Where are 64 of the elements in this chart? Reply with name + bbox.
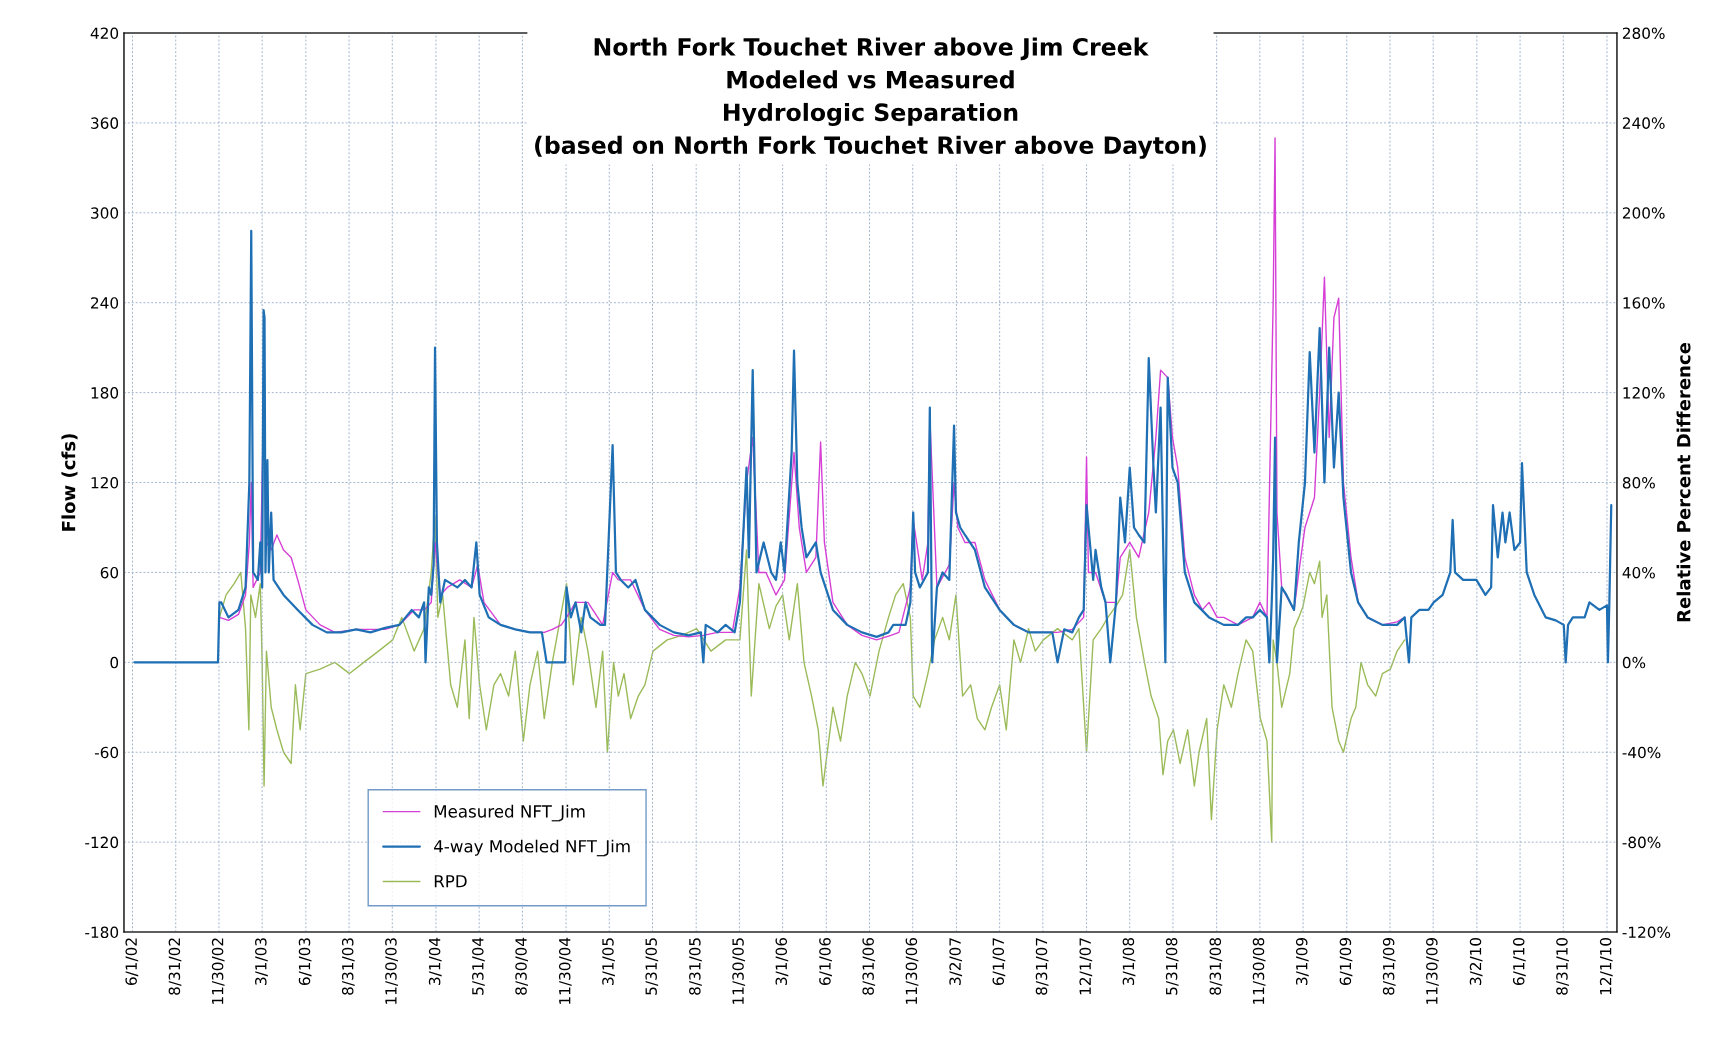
x-tick-label: 5/31/04 bbox=[472, 937, 485, 995]
x-tick-label: 3/2/10 bbox=[1469, 937, 1483, 985]
x-tick-label: 6/1/03 bbox=[298, 938, 312, 986]
x-tick-label: 11/30/09 bbox=[1426, 938, 1439, 1004]
x-tick-label: 3/1/06 bbox=[775, 937, 789, 985]
y2-tick-label: 280% bbox=[1622, 27, 1665, 40]
y2-tick-label: 160% bbox=[1623, 297, 1665, 309]
x-tick-label: 8/31/10 bbox=[1556, 937, 1569, 995]
x-tick-label: 8/31/06 bbox=[862, 937, 876, 995]
x-tick-label: 8/31/03 bbox=[341, 938, 355, 995]
x-tick-label: 6/1/10 bbox=[1512, 937, 1526, 986]
x-tick-label: 8/31/09 bbox=[1382, 938, 1396, 995]
y-tick-label: 180 bbox=[91, 387, 119, 399]
x-tick-label: 5/31/05 bbox=[645, 938, 659, 995]
y-tick-label: -60 bbox=[94, 746, 119, 759]
x-tick-label: 3/1/09 bbox=[1295, 938, 1309, 985]
x-tick-label: 8/30/04 bbox=[515, 937, 529, 995]
y-tick-label: 240 bbox=[91, 297, 119, 309]
y2-tick-label: -80% bbox=[1622, 836, 1661, 849]
line-series bbox=[133, 229, 1613, 664]
x-tick-label: 11/30/08 bbox=[1252, 937, 1266, 1004]
x-tick-label: 11/30/02 bbox=[211, 938, 225, 1004]
x-tick-label: 6/1/09 bbox=[1339, 938, 1353, 986]
y-tick-label: 360 bbox=[91, 117, 119, 129]
x-tick-label: 8/31/08 bbox=[1209, 937, 1223, 995]
x-tick-label: 11/30/03 bbox=[385, 938, 398, 1004]
x-tick-label: 11/30/04 bbox=[558, 937, 572, 1004]
x-tick-label: 3/1/04 bbox=[428, 937, 442, 985]
x-tick-label: 8/31/05 bbox=[689, 938, 702, 995]
x-tick-label: 12/1/10 bbox=[1599, 937, 1613, 995]
y2-tick-label: -120% bbox=[1622, 926, 1671, 939]
x-tick-label: 3/1/05 bbox=[602, 938, 615, 985]
y-tick-label: 0 bbox=[110, 656, 119, 669]
x-tick-label: 8/31/07 bbox=[1035, 938, 1049, 995]
x-tick-label: 12/1/07 bbox=[1079, 938, 1093, 995]
x-tick-label: 3/1/08 bbox=[1122, 937, 1136, 985]
y2-tick-label: 240% bbox=[1622, 117, 1665, 129]
y2-tick-label: 120% bbox=[1623, 387, 1665, 399]
x-tick-label: 3/2/07 bbox=[949, 938, 963, 985]
y2-axis-title: Relative Percent Difference bbox=[1676, 342, 1691, 622]
y2-tick-label: 80% bbox=[1622, 476, 1655, 489]
x-tick-label: 11/30/05 bbox=[732, 938, 746, 1004]
y-tick-label: 300 bbox=[91, 207, 119, 219]
x-tick-label: 3/1/03 bbox=[255, 938, 268, 985]
x-tick-label: 6/1/02 bbox=[125, 938, 139, 986]
y-tick-label: -180 bbox=[85, 926, 119, 939]
y-tick-label: 60 bbox=[100, 566, 119, 579]
x-tick-label: 6/1/06 bbox=[819, 937, 832, 986]
x-tick-label: 8/31/02 bbox=[168, 938, 182, 995]
y-tick-label: 420 bbox=[90, 27, 119, 40]
y-tick-label: -120 bbox=[85, 836, 119, 849]
x-tick-label: 6/1/07 bbox=[992, 938, 1006, 986]
y-axis-title: Flow (cfs) bbox=[61, 434, 78, 531]
x-tick-label: 11/30/06 bbox=[905, 937, 919, 1004]
legend-label: Measured NFT_Jim bbox=[434, 804, 585, 822]
legend-label: RPD bbox=[434, 875, 467, 888]
y2-tick-label: 40% bbox=[1622, 566, 1655, 579]
y2-tick-label: -40% bbox=[1622, 746, 1661, 759]
text: North Fork Touchet River above Jim Creek Modeled vs Measured Hydrologic Separation (based on North Fork Touchet River above Dayton) bbox=[535, 37, 1206, 159]
y2-tick-label: 0% bbox=[1622, 656, 1646, 669]
y2-tick-label: 200% bbox=[1622, 207, 1665, 219]
y-tick-label: 120 bbox=[91, 476, 119, 489]
legend-label: 4-way Modeled NFT_Jim bbox=[434, 839, 630, 857]
x-tick-label: 5/31/08 bbox=[1165, 937, 1179, 995]
